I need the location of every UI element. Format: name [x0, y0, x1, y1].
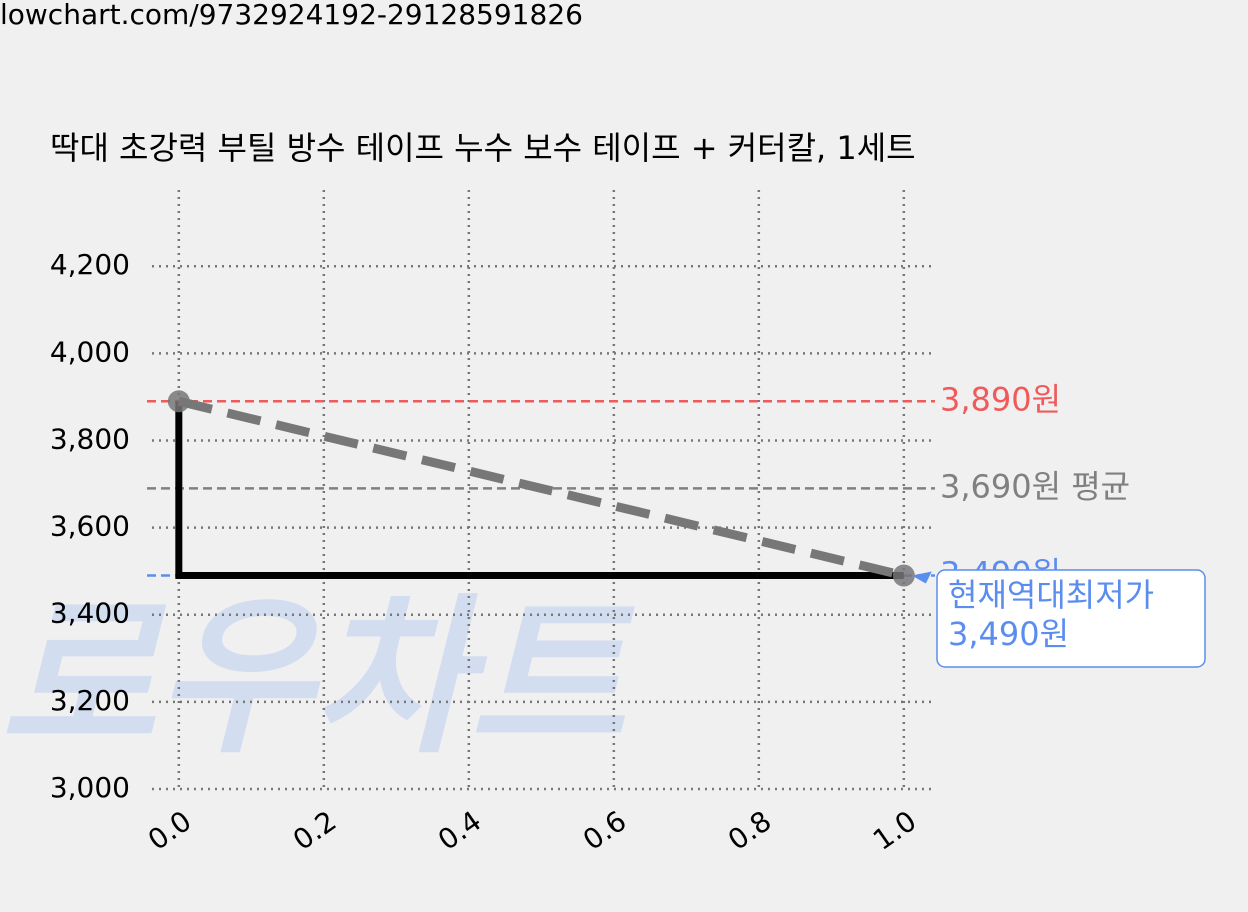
y-tick-label: 3,000	[50, 771, 130, 804]
y-tick-label: 3,200	[50, 684, 130, 717]
chart-title: 딱대 초강력 부틸 방수 테이프 누수 보수 테이프 + 커터칼, 1세트	[50, 129, 916, 167]
annotation-arrow	[911, 571, 932, 584]
line	[177, 396, 905, 580]
annotation-text: 3,490원	[948, 615, 1069, 653]
reference-label: 3,690원 평균	[940, 467, 1130, 505]
y-tick-label: 3,400	[50, 597, 130, 630]
y-tick-label: 3,800	[50, 422, 130, 455]
line	[175, 401, 904, 580]
annotation-text: 현재역대최저가	[948, 576, 1154, 614]
watermark: 로우차트	[0, 579, 635, 777]
marker	[167, 390, 190, 413]
reference-label: 3,890원	[940, 380, 1061, 418]
y-tick-label: 4,000	[50, 335, 130, 368]
marker	[892, 564, 915, 587]
url: lowchart.com/9732924192-29128591826	[0, 0, 583, 31]
y-tick-label: 3,600	[50, 510, 130, 543]
y-tick-label: 4,200	[50, 248, 130, 281]
annotation-box	[936, 569, 1206, 668]
